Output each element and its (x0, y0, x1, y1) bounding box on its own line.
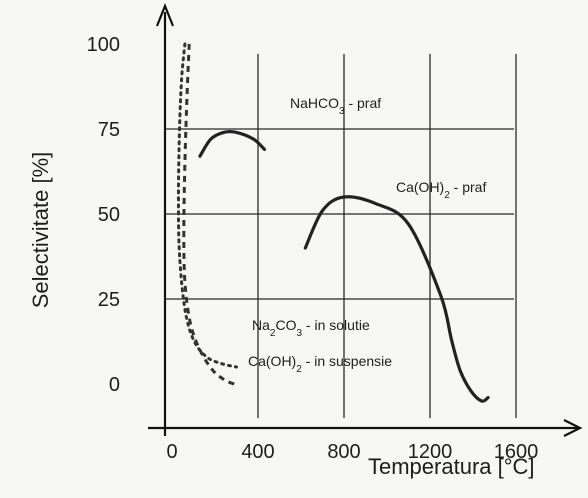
axes (148, 3, 583, 437)
series-line-ca-oh-2-praf (303, 195, 490, 403)
series-line-ca-oh-2-in-suspensie (182, 43, 235, 386)
x-tick-label: 800 (327, 441, 360, 463)
grid (165, 54, 517, 418)
y-tick-label: 0 (109, 374, 120, 396)
series-label-ca-oh-2-praf: Ca(OH)2 - praf (396, 179, 486, 201)
y-tick-label: 100 (87, 34, 120, 56)
series-annotations: NaHCO3 - praf Ca(OH)2 - praf Na2CO3 - in s… (248, 95, 486, 375)
x-axis-title: Temperatura [°C] (368, 454, 535, 479)
series-lines (176, 42, 490, 403)
y-axis-arrow (155, 3, 175, 27)
x-tick-label: 1600 (494, 441, 539, 463)
series-label-nahco3-praf: NaHCO3 - praf (290, 95, 381, 117)
x-tick-label: 1200 (408, 441, 453, 463)
series-line-nahco3-praf (198, 129, 267, 158)
y-tick-label: 75 (98, 119, 120, 141)
tick-labels: 0 400 800 1200 1600 0 25 50 75 100 (87, 34, 539, 463)
y-tick-label: 25 (98, 289, 120, 311)
series-label-ca-oh-2-in-suspensie: Ca(OH)2 - in suspensie (248, 353, 392, 375)
x-tick-label: 400 (241, 441, 274, 463)
series-line-na2co3-in-solutie (176, 42, 238, 369)
y-tick-label: 50 (98, 204, 120, 226)
x-axis-arrow (563, 419, 583, 437)
series-label-na2co3-in-solutie: Na2CO3 - in solutie (252, 317, 370, 339)
y-axis-title: Selectivitate [%] (28, 152, 53, 309)
x-tick-label: 0 (166, 441, 177, 463)
